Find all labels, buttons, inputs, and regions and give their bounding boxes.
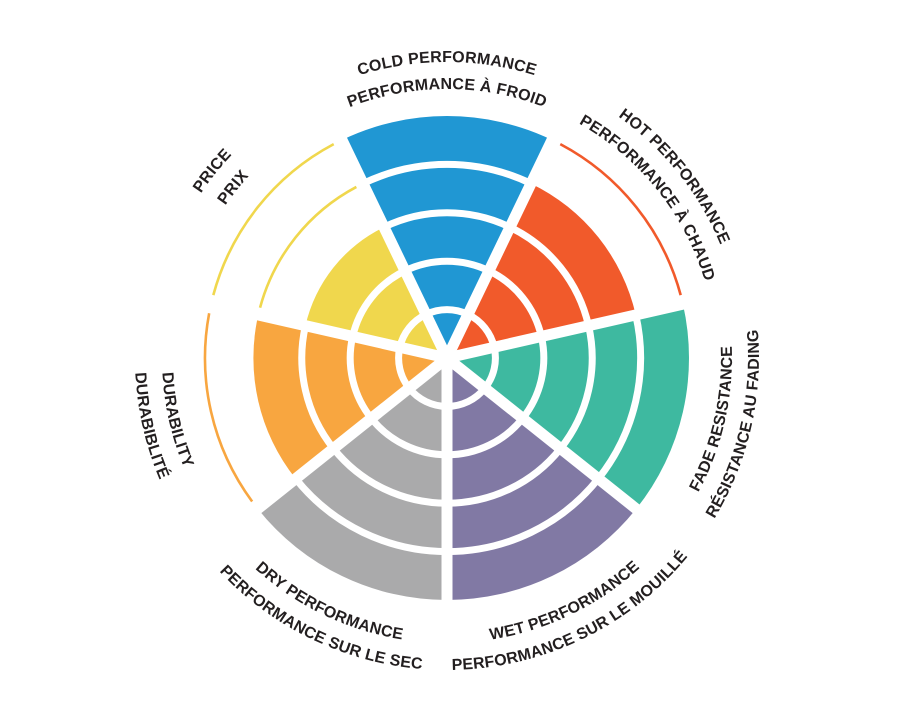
spoke-divider-1	[442, 130, 561, 361]
wedge-cold-performance	[342, 116, 552, 359]
max-level-arc-durability-5	[203, 313, 254, 503]
ring-separator-wet-performance-2	[446, 416, 526, 459]
ring-separator-price-2	[349, 267, 407, 338]
label-hot-performance-outer: HOT PERFORMANCE	[616, 106, 733, 247]
spoke-divider-2	[445, 297, 692, 364]
label-cold-performance-inner: PERFORMANCE À FROID	[345, 76, 549, 111]
spoke-divider-3	[443, 353, 646, 519]
ring-separator-hot-performance-2	[487, 267, 545, 338]
wedge-wet-performance	[447, 358, 637, 600]
ring-separator-cold-performance-2	[403, 257, 491, 274]
spoke-divider-5	[248, 353, 451, 519]
max-level-arc-price-4	[258, 185, 357, 309]
ring-separator-wet-performance-3	[446, 446, 564, 507]
ring-separator-wet-performance-4	[446, 476, 602, 556]
ring-separator-cold-performance-4	[361, 160, 533, 187]
wedge-dry-performance	[257, 358, 447, 600]
spoke-dividers	[202, 130, 692, 608]
max-level-arc-price-5	[212, 143, 335, 296]
ring-separator-cold-performance-3	[382, 209, 512, 231]
max-level-arc-hot-performance-5	[559, 143, 682, 296]
spoke-divider-6	[202, 297, 449, 364]
ring-separator-fade-resistance-4	[595, 314, 645, 481]
ring-separator-dry-performance-2	[368, 416, 448, 459]
ring-separator-durability-3	[298, 324, 337, 451]
ring-separator-durability-2	[346, 335, 375, 421]
ring-separator-dry-performance-3	[330, 446, 448, 507]
ring-separator-fade-resistance-2	[519, 335, 548, 421]
ring-separator-fade-resistance-3	[557, 324, 596, 451]
ring-separator-dry-performance-4	[292, 476, 448, 556]
wedge-fade-resistance	[447, 304, 689, 509]
ring-separator-hot-performance-3	[508, 224, 592, 327]
max-level-arcs	[203, 143, 682, 503]
label-cold-performance-outer: COLD PERFORMANCE	[356, 49, 539, 79]
spoke-divider-0	[333, 130, 452, 361]
